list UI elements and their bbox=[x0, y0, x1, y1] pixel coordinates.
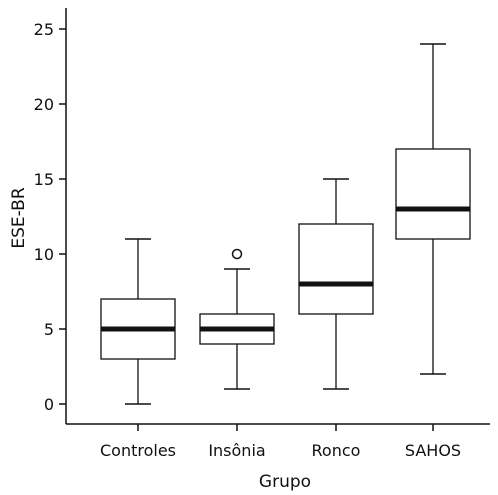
x-tick-label-sahos: SAHOS bbox=[405, 441, 461, 460]
x-tick-label-ronco: Ronco bbox=[312, 441, 361, 460]
y-tick-label-15: 15 bbox=[34, 170, 54, 189]
box-ronco bbox=[298, 223, 374, 315]
y-tick-label-25: 25 bbox=[34, 20, 54, 39]
y-tick-label-5: 5 bbox=[44, 320, 54, 339]
x-axis-title: Grupo bbox=[259, 472, 311, 492]
y-tick-label-0: 0 bbox=[44, 395, 54, 414]
y-axis-title: ESE-BR bbox=[9, 187, 29, 248]
plot-area: 0 5 10 15 20 25 Controles Insônia Ronco SAHOS bbox=[34, 8, 490, 460]
y-tick-label-20: 20 bbox=[34, 95, 54, 114]
x-tick-label-controles: Controles bbox=[100, 441, 176, 460]
y-tick-label-10: 10 bbox=[34, 245, 54, 264]
x-tick-label-insonia: Insônia bbox=[208, 441, 265, 460]
box-sahos bbox=[395, 148, 471, 240]
outlier-insonia-0 bbox=[231, 248, 243, 260]
